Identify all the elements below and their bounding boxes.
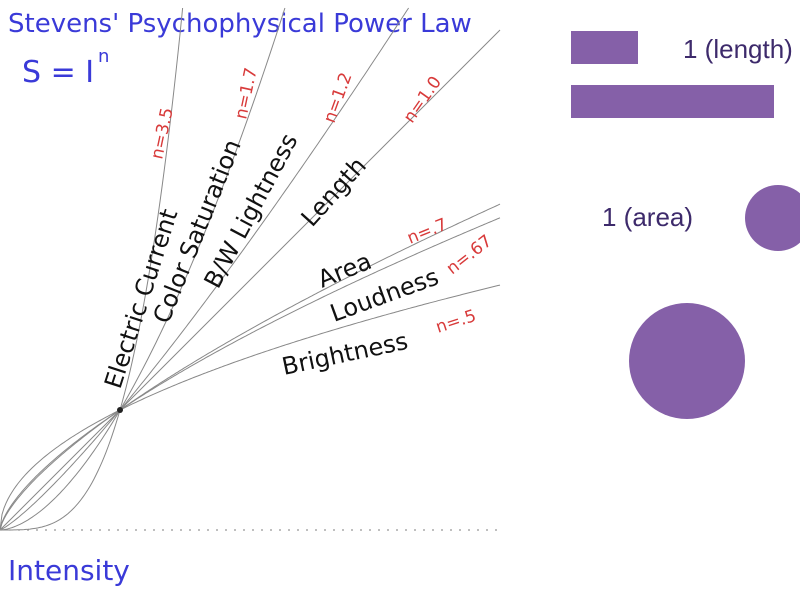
exponent-label-brightness: n=.5 bbox=[433, 306, 478, 338]
x-axis-label: Intensity bbox=[8, 554, 130, 587]
length-bar-long bbox=[571, 85, 774, 118]
exponent-label-bw-lightness: n=1.2 bbox=[320, 70, 357, 126]
exponent-label-length: n=1.0 bbox=[400, 73, 446, 127]
curve-brightness bbox=[0, 284, 501, 531]
length-bar-short bbox=[571, 31, 638, 64]
curve-length bbox=[0, 29, 501, 531]
curve-color-saturation bbox=[0, 7, 286, 531]
diagram-title: Stevens' Psychophysical Power Law bbox=[8, 9, 472, 39]
exponent-label-electric-current: n=3.5 bbox=[147, 106, 177, 161]
formula-base: S = I bbox=[22, 55, 94, 90]
curve-bw-lightness bbox=[0, 7, 410, 531]
curve-electric-current bbox=[0, 7, 184, 531]
curve-label-brightness: Brightness bbox=[279, 327, 410, 381]
area-circle-large bbox=[629, 303, 745, 419]
length-unit-label: 1 (length) bbox=[683, 34, 793, 64]
unit-crossing-point bbox=[117, 407, 123, 413]
exponent-label-area: n=.7 bbox=[404, 215, 450, 249]
curve-area bbox=[0, 203, 501, 531]
area-circle-small bbox=[745, 185, 800, 251]
area-unit-label: 1 (area) bbox=[602, 202, 693, 232]
curves-group bbox=[0, 7, 501, 531]
exponent-label-color-saturation: n=1.7 bbox=[231, 66, 261, 121]
formula-exponent: n bbox=[98, 46, 109, 67]
curve-loudness bbox=[0, 217, 501, 531]
curve-label-length: Length bbox=[296, 152, 372, 232]
